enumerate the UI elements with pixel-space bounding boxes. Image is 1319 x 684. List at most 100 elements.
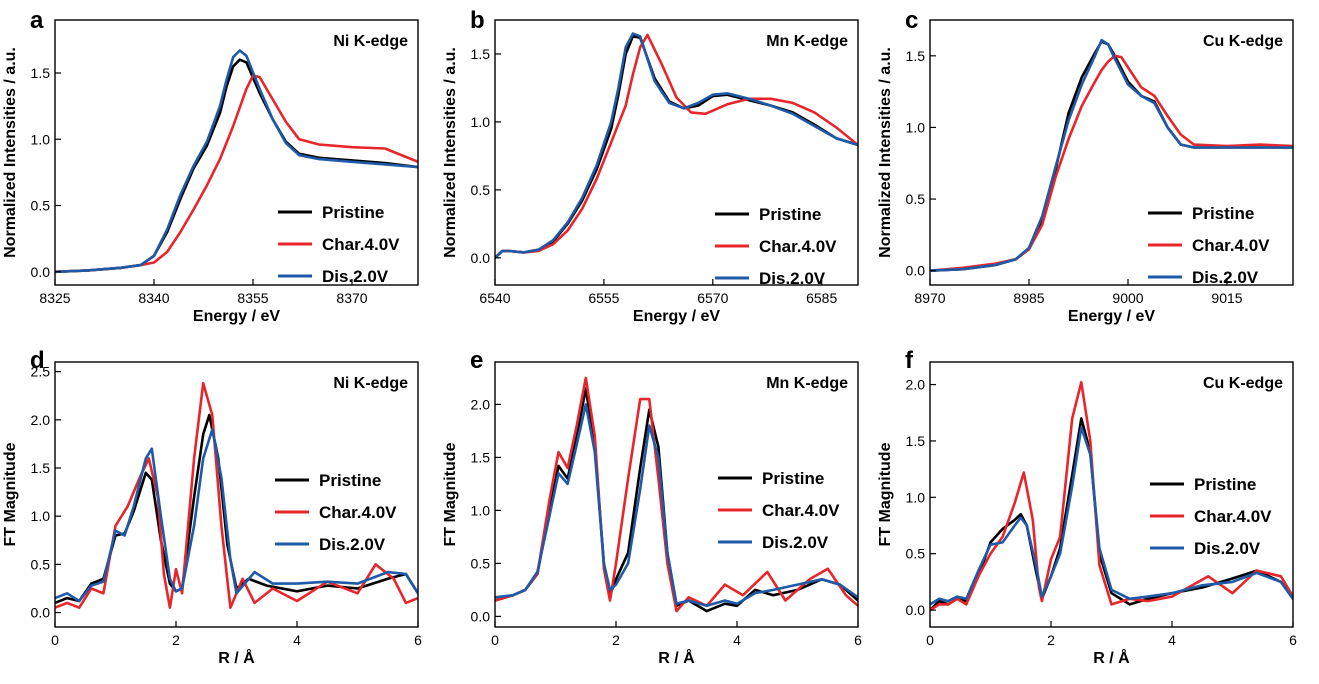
panel-letter: f [905, 347, 914, 374]
x-tick-label: 8970 [914, 290, 945, 306]
edge-label: Cu K-edge [1203, 375, 1283, 392]
panel-b: 6540 6555 6570 6585 0.0 0.5 1.0 1.5 Energy / eV N… [442, 7, 859, 325]
y-tick-label: 1.0 [906, 119, 926, 135]
x-axis-title: Energy / eV [1068, 308, 1155, 325]
y-tick-label: 2.5 [31, 364, 51, 380]
y-tick-label: 0.0 [906, 263, 926, 279]
x-tick-label: 0 [926, 632, 934, 648]
legend-label: Dis.2.0V [322, 267, 389, 286]
series-line-dis-2-0v [495, 403, 858, 608]
x-tick-label: 8370 [336, 290, 367, 306]
legend-label: Pristine [762, 469, 824, 488]
legend-label: Dis.2.0V [319, 535, 386, 554]
legend-label: Char.4.0V [1192, 236, 1270, 255]
y-tick-label: 1.5 [31, 460, 51, 476]
x-tick-label: 0 [491, 632, 499, 648]
y-tick-label: 0.5 [31, 556, 51, 572]
series-line-dis-2-0v [930, 38, 1293, 273]
y-tick-label: 1.5 [471, 46, 491, 62]
legend: Pristine Char.4.0V Dis.2.0V [718, 469, 840, 552]
legend-label: Pristine [1194, 475, 1256, 494]
legend-label: Pristine [759, 205, 821, 224]
panel-letter: b [470, 7, 485, 34]
legend: Pristine Char.4.0V Dis.2.0V [1150, 475, 1272, 558]
y-tick-label: 0.0 [31, 605, 51, 621]
plot-frame [54, 19, 419, 286]
legend: Pristine Char.4.0V Dis.2.0V [275, 471, 397, 554]
x-tick-label: 6540 [479, 290, 510, 306]
x-tick-label: 6585 [806, 290, 837, 306]
legend-label: Pristine [322, 203, 384, 222]
panel-f: 0 2 4 6 0.0 0.5 1.0 1.5 2.0 R / Å FT Magnitude f Cu … [877, 347, 1297, 667]
x-tick-label: 4 [1168, 632, 1176, 648]
edge-label: Ni K-edge [333, 33, 408, 50]
y-tick-label: 1.5 [906, 433, 926, 449]
x-tick-label: 8355 [237, 290, 268, 306]
x-axis-title: Energy / eV [633, 308, 720, 325]
plot-frame [929, 19, 1294, 286]
series-line-dis-2-0v [55, 428, 418, 603]
y-tick-label: 0.5 [471, 555, 491, 571]
panel-letter: c [905, 7, 918, 34]
y-tick-label: 1.0 [906, 489, 926, 505]
legend-label: Pristine [319, 471, 381, 490]
y-tick-label: 1.5 [906, 48, 926, 64]
legend-label: Char.4.0V [322, 235, 400, 254]
legend-label: Dis.2.0V [762, 533, 829, 552]
y-axis-title: Normalized Intensities / a.u. [877, 47, 894, 258]
series-line-dis-2-0v [930, 426, 1293, 606]
x-tick-label: 4 [293, 632, 301, 648]
x-tick-label: 9000 [1112, 290, 1143, 306]
y-tick-label: 1.0 [31, 508, 51, 524]
y-axis-title: Normalized Intensities / a.u. [2, 47, 19, 258]
y-tick-label: 1.0 [471, 502, 491, 518]
x-axis-title: R / Å [218, 648, 255, 667]
legend: Pristine Char.4.0V Dis.2.0V [1148, 204, 1270, 287]
legend-label: Char.4.0V [762, 501, 840, 520]
legend-label: Char.4.0V [319, 503, 397, 522]
legend-label: Char.4.0V [759, 237, 837, 256]
x-axis-title: Energy / eV [193, 308, 280, 325]
x-tick-label: 2 [1047, 632, 1055, 648]
y-axis-title: FT Magnitude [2, 442, 19, 546]
x-tick-label: 8325 [39, 290, 70, 306]
y-axis-title: Normalized Intensities / a.u. [442, 47, 459, 258]
panel-letter: d [30, 347, 45, 374]
edge-label: Mn K-edge [766, 375, 848, 392]
y-axis-title: FT Magnitude [877, 442, 894, 546]
y-tick-label: 0.0 [471, 608, 491, 624]
edge-label: Cu K-edge [1203, 33, 1283, 50]
legend-label: Char.4.0V [1194, 507, 1272, 526]
series-line-char-4-0v [495, 376, 858, 613]
y-tick-label: 1.0 [31, 131, 51, 147]
x-tick-label: 2 [612, 632, 620, 648]
panel-c: 8970 8985 9000 9015 0.0 0.5 1.0 1.5 Energy / eV N… [877, 7, 1294, 325]
series-line-pristine [495, 34, 858, 260]
y-tick-label: 1.0 [471, 114, 491, 130]
y-tick-label: 0.0 [471, 250, 491, 266]
series-line-dis-2-0v [495, 32, 858, 260]
panel-a: 8325 8340 8355 8370 0.0 0.5 1.0 1.5 Energy / eV N… [2, 7, 419, 325]
y-tick-label: 0.0 [906, 602, 926, 618]
x-tick-label: 2 [172, 632, 180, 648]
x-tick-label: 6570 [697, 290, 728, 306]
y-tick-label: 2.0 [471, 396, 491, 412]
panel-letter: a [30, 7, 44, 34]
legend-label: Dis.2.0V [1192, 268, 1259, 287]
panel-d: 0 2 4 6 0.0 0.5 1.0 1.5 2.0 2.5 R / Å FT Magnitude d… [2, 347, 422, 667]
y-tick-label: 1.5 [471, 449, 491, 465]
y-tick-label: 0.5 [31, 198, 51, 214]
x-tick-label: 8340 [138, 290, 169, 306]
x-tick-label: 6555 [588, 290, 619, 306]
x-tick-label: 4 [733, 632, 741, 648]
legend-label: Pristine [1192, 204, 1254, 223]
series-line-char-4-0v [55, 381, 418, 610]
panel-e: 0 2 4 6 0.0 0.5 1.0 1.5 2.0 R / Å FT Magnitude e Mn … [442, 347, 862, 667]
series-line-char-4-0v [55, 74, 418, 274]
y-axis-title: FT Magnitude [442, 442, 459, 546]
edge-label: Ni K-edge [333, 375, 408, 392]
plot-frame [494, 19, 859, 286]
x-axis-title: R / Å [658, 648, 695, 667]
y-tick-label: 2.0 [31, 412, 51, 428]
